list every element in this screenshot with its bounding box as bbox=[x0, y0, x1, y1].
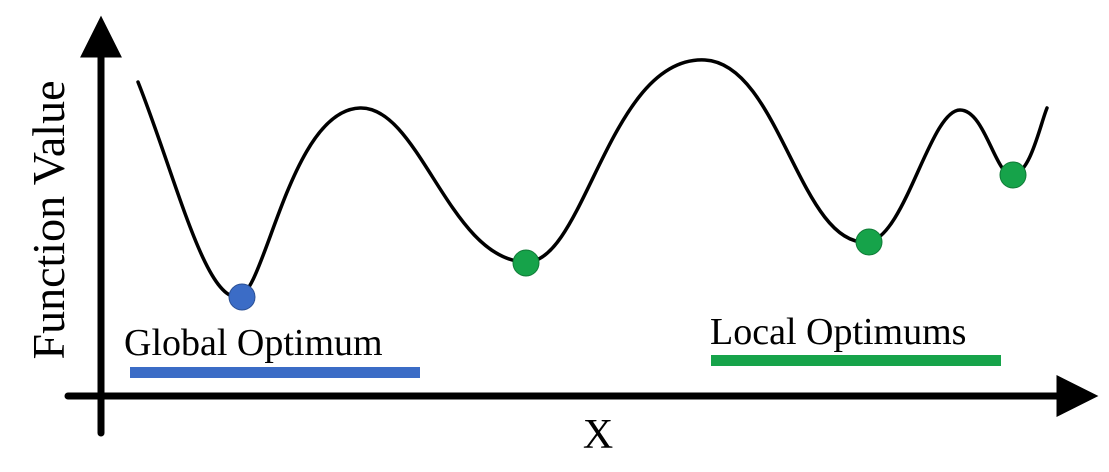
global-optimum-label: Global Optimum bbox=[124, 322, 383, 364]
local-optimum-point bbox=[512, 249, 540, 277]
local-optimum-point bbox=[855, 228, 883, 256]
x-axis-label: X bbox=[583, 412, 613, 458]
local-optimum-point bbox=[999, 161, 1027, 189]
y-axis-label: Function Value bbox=[23, 81, 74, 360]
global-optimum-point bbox=[228, 283, 256, 311]
local-optimums-bar bbox=[711, 355, 1001, 366]
global-optimum-bar bbox=[130, 367, 420, 378]
local-optimums-label: Local Optimums bbox=[710, 311, 966, 353]
function-curve bbox=[136, 58, 1049, 299]
